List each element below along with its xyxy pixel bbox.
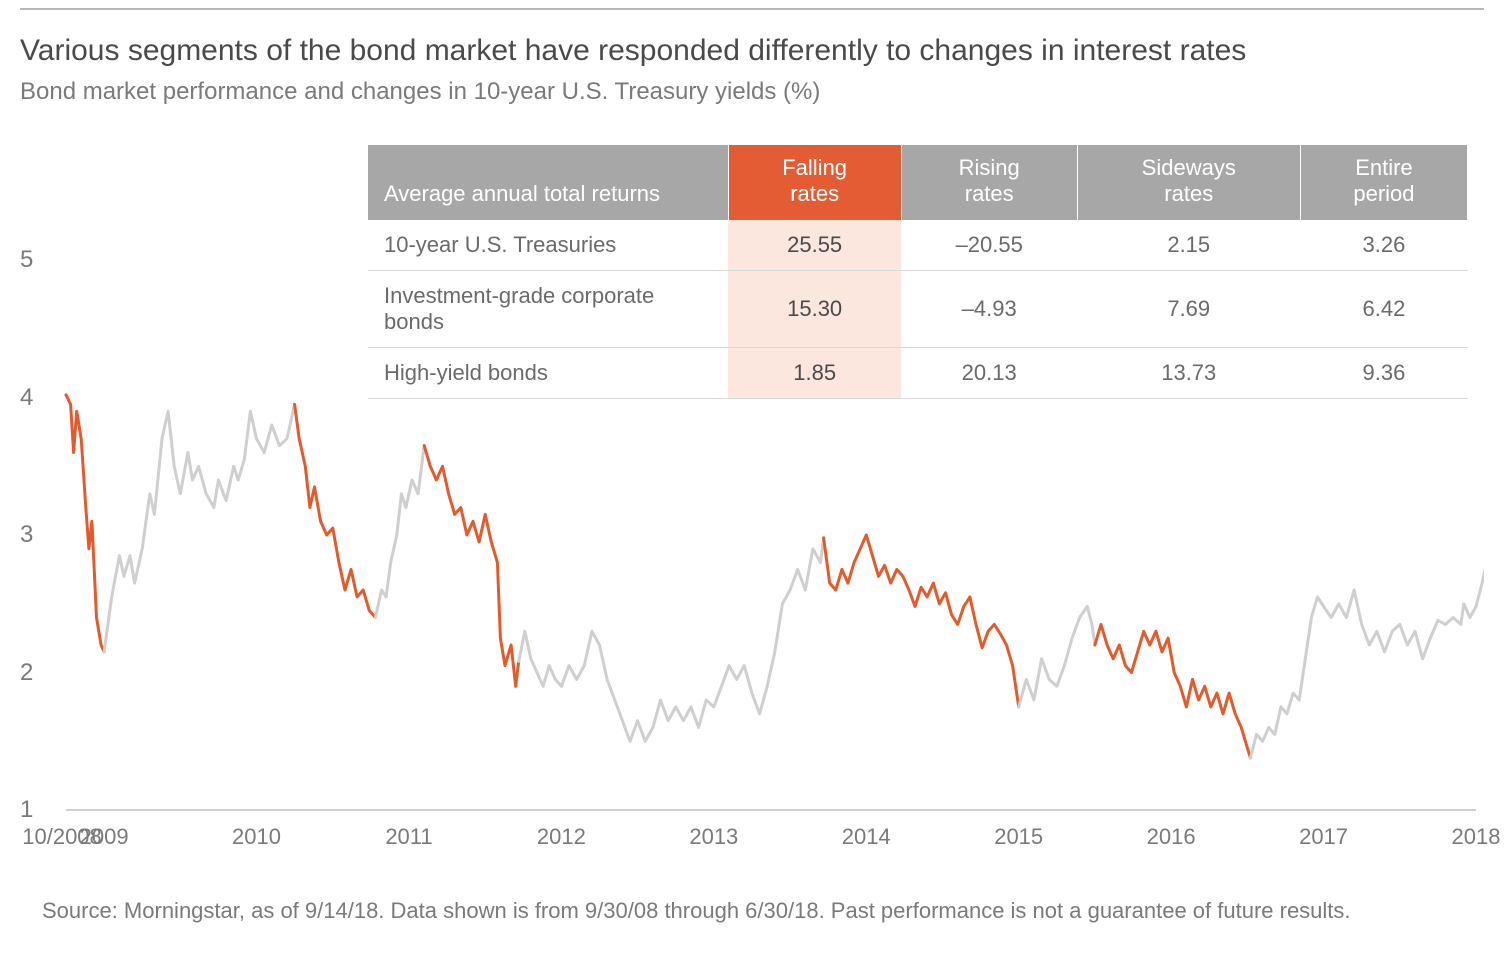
series-segment <box>824 535 1019 707</box>
y-tick: 2 <box>20 659 33 687</box>
x-tick: 2018 <box>1452 824 1501 850</box>
x-tick: 2015 <box>994 824 1043 850</box>
x-tick: 2014 <box>842 824 891 850</box>
series-segment <box>424 446 519 687</box>
series-segment <box>375 446 424 618</box>
series-segment <box>104 404 295 652</box>
y-tick: 5 <box>20 246 33 274</box>
x-tick: 2010 <box>232 824 281 850</box>
series-segment <box>66 395 104 652</box>
chart-subtitle: Bond market performance and changes in 1… <box>20 78 1484 106</box>
x-tick: 2011 <box>385 824 432 850</box>
series-segment <box>1019 607 1095 707</box>
chart-title: Various segments of the bond market have… <box>20 34 1484 68</box>
source-note: Source: Morningstar, as of 9/14/18. Data… <box>42 898 1351 924</box>
series-segment <box>1250 528 1484 758</box>
x-tick: 2017 <box>1299 824 1348 850</box>
chart-frame: Various segments of the bond market have… <box>20 8 1484 952</box>
series-segment <box>519 538 824 742</box>
y-tick: 4 <box>20 384 33 412</box>
series-segment <box>1095 624 1251 757</box>
line-chart: 1234510/20082009201020112012201320142015… <box>20 200 1484 860</box>
y-tick: 1 <box>20 796 33 824</box>
x-tick: 2016 <box>1147 824 1196 850</box>
chart-svg <box>20 200 1484 860</box>
x-tick: 2009 <box>80 824 129 850</box>
x-tick: 2013 <box>689 824 738 850</box>
x-tick: 2012 <box>537 824 586 850</box>
y-tick: 3 <box>20 521 33 549</box>
series-segment <box>295 404 376 617</box>
